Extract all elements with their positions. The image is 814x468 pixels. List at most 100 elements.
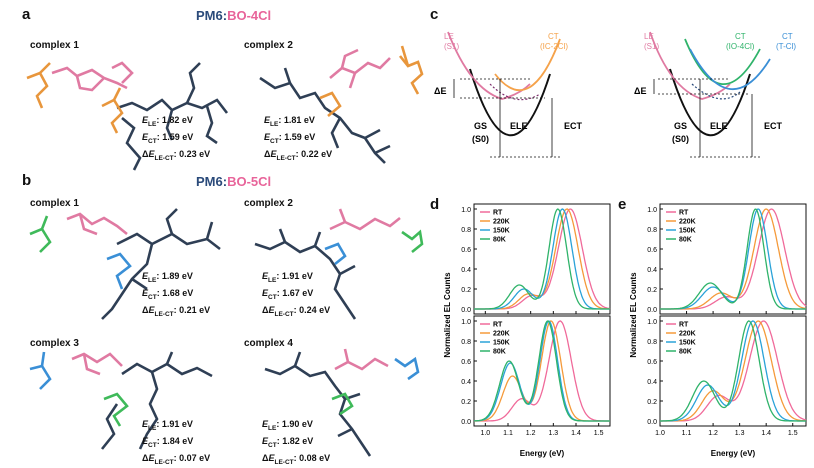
y-tick-label: 1.0 (647, 207, 657, 214)
donor-side-chain (29, 215, 52, 253)
e-symbol: E (142, 131, 149, 142)
ct2-curve (689, 48, 771, 90)
guest-name: BO-5Cl (227, 174, 272, 189)
host-polymer-backbone (259, 67, 391, 164)
legend-label: 220K (679, 219, 696, 226)
y-tick-label: 0.4 (647, 267, 657, 274)
y-tick-label: 0.4 (461, 267, 471, 274)
delta-e-value: 0.07 eV (179, 452, 211, 463)
donor-side-chain (26, 62, 124, 134)
legend-label: RT (679, 210, 689, 217)
le-state-label: (S1) (444, 42, 459, 51)
series-line-150K (660, 320, 806, 422)
y-tick-label: 0.6 (461, 247, 471, 254)
y-tick-label: 0.6 (647, 247, 657, 254)
legend-label: 220K (493, 219, 510, 226)
host-polymer-backbone (264, 351, 372, 457)
plot-frame (473, 315, 611, 427)
x-tick-label: 1.4 (571, 430, 581, 437)
delta-e-label: ΔE (634, 86, 646, 96)
e-ct-value: 1.84 eV (162, 435, 194, 446)
x-tick-label: 1.1 (682, 430, 692, 437)
le-curve (447, 31, 531, 100)
donor-side-chain (103, 392, 129, 427)
ct-subscript: CT (268, 441, 277, 449)
donor-side-chain (401, 229, 424, 254)
panel-letter-d: d (430, 196, 440, 213)
e-ct-value: 1.68 eV (162, 287, 194, 298)
le-subscript: LE (148, 424, 157, 432)
plot-frame (659, 203, 807, 315)
x-tick-label: 1.3 (548, 430, 558, 437)
y-axis-label: Normalized EL Counts (629, 272, 638, 358)
e-symbol: E (142, 419, 149, 429)
molecular-complex-diagram (254, 208, 424, 320)
delta-symbol: Δ (142, 148, 149, 159)
x-tick-label: 1.1 (503, 430, 513, 437)
e-symbol: E (268, 452, 275, 463)
delta-symbol: Δ (264, 148, 271, 159)
x-tick-label: 1.2 (708, 430, 718, 437)
e-symbol: E (262, 287, 269, 298)
x-axis-label: Energy (eV) (711, 449, 756, 458)
e-ct-value: 1.67 eV (282, 287, 314, 298)
y-tick-label: 0.4 (461, 379, 471, 386)
energy-values: ELE: 1.81 eV ECT: 1.59 eV ΔELE-CT: 0.22 … (264, 115, 333, 162)
legend-label: 220K (679, 331, 696, 338)
series-line-80K (474, 208, 610, 310)
ct-subscript: CT (270, 137, 279, 145)
x-tick-label: 1.2 (526, 430, 536, 437)
e-ct-value: 1.82 eV (282, 435, 314, 446)
e-symbol: E (270, 148, 277, 159)
title-separator: : (222, 174, 228, 189)
y-tick-label: 0.0 (461, 419, 471, 426)
energy-values: ELE: 1.82 eV ECT: 1.59 eV ΔELE-CT: 0.23 … (142, 115, 211, 162)
le-label: LE (444, 32, 454, 41)
delta-e-value: 0.08 eV (299, 452, 331, 463)
donor-side-chain (394, 356, 420, 381)
donor-side-chain (324, 242, 347, 266)
le-ct-subscript: LE-CT (154, 154, 174, 162)
x-tick-label: 1.0 (655, 430, 665, 437)
donor-side-chain (29, 351, 52, 390)
panel-letter-a: a (22, 6, 31, 23)
energy-diagram-left: LE (S1) CT (IC-2Cl) ΔE GS (S0) ELE ECT (434, 31, 583, 158)
series-line-150K (660, 208, 806, 310)
delta-e-value: 0.23 eV (179, 148, 211, 159)
e-symbol: E (262, 271, 269, 281)
energy-values: ELE: 1.91 eV ECT: 1.67 eV ΔELE-CT: 0.24 … (262, 271, 331, 318)
e-symbol: E (264, 115, 271, 125)
ground-state-curve (469, 68, 551, 137)
panel-letter-e: e (618, 196, 627, 213)
y-tick-label: 0.4 (647, 379, 657, 386)
series-line-220K (660, 208, 807, 310)
e-le-value: 1.89 eV (161, 271, 193, 281)
legend-label: 150K (679, 340, 696, 347)
y-tick-label: 0.8 (647, 339, 657, 346)
e-le-value: 1.81 eV (283, 115, 315, 125)
legend-label: 150K (679, 228, 696, 235)
legend-label: RT (679, 322, 689, 329)
ct-label: CT (548, 32, 559, 41)
delta-e-value: 0.22 eV (301, 148, 333, 159)
e-symbol: E (268, 304, 275, 315)
delta-e-value: 0.21 eV (179, 304, 211, 315)
ct2-sub-label: (T-Cl) (776, 42, 796, 51)
host-polymer-backbone (101, 208, 221, 320)
series-line-80K (474, 320, 610, 422)
donor-side-chain (331, 392, 354, 416)
host-polymer-backbone (116, 62, 229, 171)
e-ct-label: ECT (764, 121, 783, 131)
legend-label: 220K (493, 331, 510, 338)
le-ct-subscript: LE-CT (154, 310, 174, 318)
le-ct-subscript: LE-CT (276, 154, 296, 162)
y-tick-label: 0.6 (647, 359, 657, 366)
e-symbol: E (142, 271, 149, 281)
energy-diagram-right: LE (S1) CT (IO-4Cl) CT (T-Cl) ΔE GS (S0)… (634, 31, 796, 158)
e-symbol: E (142, 115, 149, 125)
le-ct-subscript: LE-CT (274, 458, 294, 466)
el-spectra-chart-d: 0.0 0.2 0.4 0.6 0.8 1.0 RT 220K 150K 80K 0.0 0.2 0.4… (443, 203, 611, 458)
legend-label: 150K (493, 228, 510, 235)
acceptor-molecule (334, 348, 389, 371)
acceptor-molecule (51, 61, 134, 92)
